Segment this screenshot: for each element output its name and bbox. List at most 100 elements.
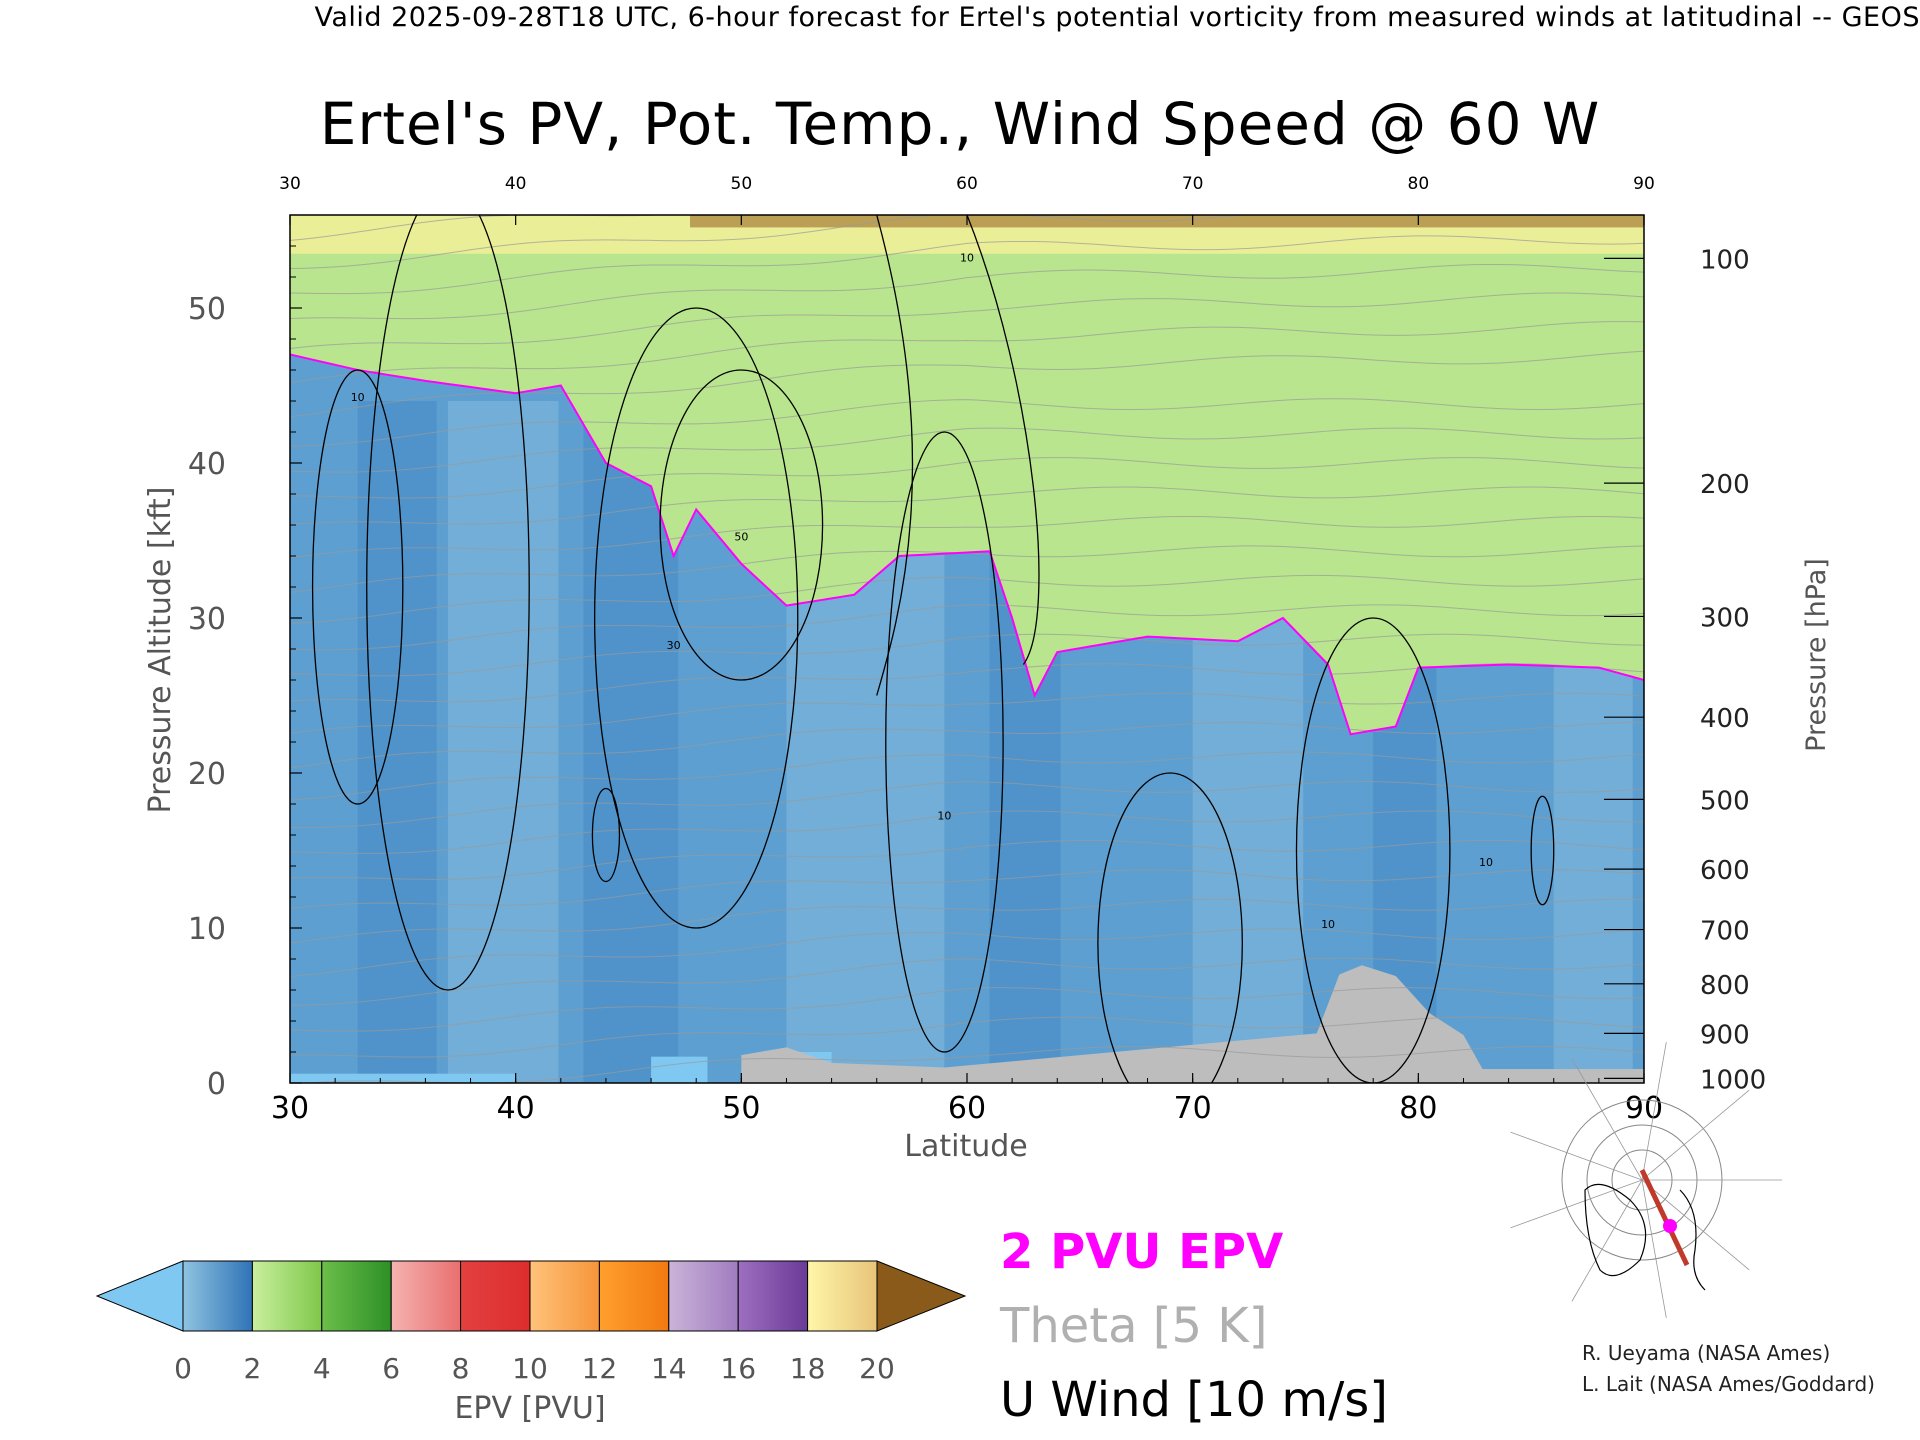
theta-contour — [290, 633, 1644, 677]
u-wind-contour — [366, 215, 530, 991]
theta-contour — [290, 116, 1644, 173]
theta-contour — [290, 574, 1644, 624]
pressure-tick-label: 1000 — [1700, 1065, 1766, 1095]
x-tick-label-top: 70 — [1182, 174, 1204, 194]
cross-section-marker — [1663, 1219, 1677, 1233]
theta-contour — [290, 398, 1644, 447]
axes: 3030404050506060707080809090010203040501… — [143, 174, 1832, 1164]
theta-contour — [290, 427, 1644, 473]
chart-title: Ertel's PV, Pot. Temp., Wind Speed @ 60 … — [319, 90, 1601, 158]
u-wind-contour — [659, 369, 824, 681]
x-tick-label-top: 80 — [1408, 174, 1430, 194]
colorbar-segment — [321, 1260, 392, 1332]
credit-line: R. Ueyama (NASA Ames) — [1582, 1341, 1831, 1365]
epv-top-band — [690, 215, 1644, 228]
colorbar-segment — [668, 1260, 739, 1332]
colorbar-tick-label: 6 — [382, 1352, 400, 1385]
location-minimap — [1510, 1042, 1782, 1318]
cross-section-line — [1639, 1168, 1690, 1267]
minimap-meridian — [1510, 1179, 1643, 1229]
y-axis-label-right: Pressure [hPa] — [1801, 558, 1832, 752]
colorbar-tick-label: 0 — [174, 1352, 192, 1385]
theta-contour — [290, 59, 1644, 116]
epv-band — [290, 215, 1644, 735]
theta-contour — [290, 263, 1644, 320]
x-tick-label-top: 50 — [731, 174, 753, 194]
y-tick-label: 50 — [188, 292, 226, 327]
colorbar-tick-label: 16 — [720, 1352, 756, 1385]
minimap-meridian — [1510, 1131, 1643, 1181]
u-wind-contour — [311, 369, 404, 805]
pressure-tick-label: 100 — [1700, 245, 1750, 275]
u-wind-contour-label: 10 — [1479, 856, 1493, 869]
legend-theta: Theta [5 K] — [1000, 1298, 1268, 1354]
theta-contour — [290, 957, 1644, 1006]
colorbar-tick-label: 10 — [512, 1352, 548, 1385]
theta-contour — [290, 869, 1644, 910]
colorbar-segment — [182, 1260, 253, 1332]
theta-contour — [290, 235, 1644, 295]
pressure-tick-label: 400 — [1700, 704, 1750, 734]
colorbar-tick-label: 12 — [582, 1352, 618, 1385]
epv-shading — [290, 215, 1644, 1083]
y-tick-label: 0 — [207, 1067, 226, 1102]
theta-contour — [290, 928, 1644, 977]
theta-contour — [290, 515, 1644, 559]
legend: 2 PVU EPV Theta [5 K] U Wind [10 m/s] — [1000, 1215, 1388, 1437]
y-tick-label: 10 — [188, 912, 226, 947]
x-tick-label: 50 — [722, 1091, 760, 1126]
u-wind-contour — [594, 307, 799, 929]
legend-2pvu: 2 PVU EPV — [1000, 1224, 1284, 1280]
theta-contour — [290, 215, 1584, 269]
colorbar-under-arrow — [95, 1260, 184, 1332]
x-tick-label-top: 60 — [956, 174, 978, 194]
minimap-coastline — [1679, 1189, 1706, 1291]
theta-contour — [290, 292, 1644, 350]
theta-contour — [290, 987, 1644, 1032]
pressure-tick-label: 900 — [1700, 1020, 1750, 1050]
colorbar-segment — [460, 1260, 531, 1332]
colorbar-segment — [807, 1260, 878, 1332]
colorbar-tick-label: 8 — [452, 1352, 470, 1385]
u-wind-contour-label: 30 — [667, 639, 681, 652]
credit-line: L. Lait (NASA Ames/Goddard) — [1582, 1372, 1875, 1396]
troposphere-streak — [447, 401, 559, 1083]
colorbar-segment — [737, 1260, 809, 1332]
theta-contour — [290, 692, 1644, 734]
y-tick-label: 20 — [188, 757, 226, 792]
u-wind-contour — [966, 215, 1040, 665]
colorbar-segment — [390, 1260, 462, 1332]
colorbar-label: EPV [PVU] — [454, 1391, 605, 1426]
theta-contour — [290, 457, 1644, 499]
minimap-meridian — [1571, 1058, 1643, 1181]
minimap-meridian — [1641, 1042, 1667, 1181]
u-wind-contour — [1530, 795, 1555, 906]
u-wind-contour — [1097, 772, 1243, 1083]
theta-contour — [290, 722, 1644, 769]
colorbar-tick-label: 14 — [651, 1352, 687, 1385]
x-tick-label: 60 — [948, 1091, 986, 1126]
pressure-tick-label: 500 — [1700, 786, 1750, 816]
pressure-tick-label: 600 — [1700, 856, 1750, 886]
contour-lines: 10 30 50 10 10 10 10 — [290, 59, 1644, 1083]
theta-contour — [290, 87, 1644, 141]
u-wind-contour-label: 10 — [960, 252, 974, 265]
colorbar-tick-label: 18 — [790, 1352, 826, 1385]
colorbar-tick-label: 4 — [313, 1352, 331, 1385]
x-tick-label: 90 — [1625, 1091, 1663, 1126]
theta-contour — [290, 1016, 1644, 1058]
pressure-tick-label: 700 — [1700, 917, 1750, 947]
theta-contour — [290, 486, 1644, 526]
x-tick-label-top: 30 — [279, 174, 301, 194]
theta-contour — [290, 810, 1644, 854]
x-tick-label: 80 — [1399, 1091, 1437, 1126]
terrain — [741, 965, 1487, 1083]
x-tick-label-top: 40 — [505, 174, 527, 194]
theta-contour — [290, 751, 1644, 801]
theta-contour — [290, 898, 1644, 944]
x-axis-label: Latitude — [904, 1129, 1027, 1164]
minimap-meridian — [1641, 1179, 1667, 1318]
u-wind-contour — [876, 215, 914, 696]
low-epv-patch — [290, 1073, 516, 1083]
